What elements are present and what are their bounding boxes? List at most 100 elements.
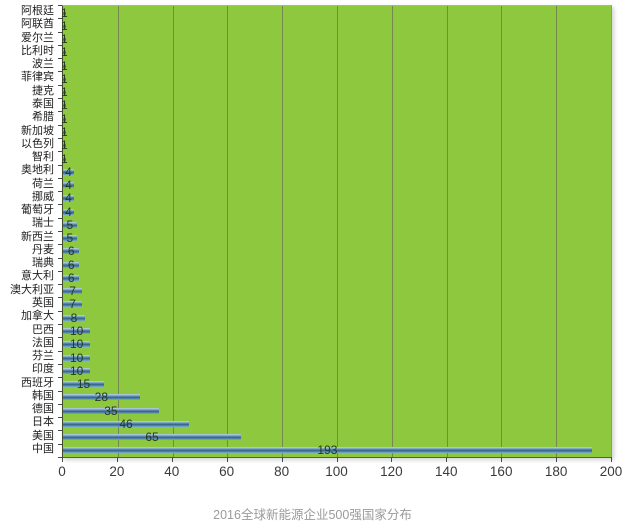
bar (63, 420, 190, 427)
bar (63, 314, 85, 321)
bar-row: 4 (63, 205, 611, 218)
value-label: 6 (67, 244, 75, 259)
bar-row: 35 (63, 404, 611, 417)
gridline-160 (501, 6, 503, 457)
category-label: 新西兰 (21, 230, 54, 243)
category-label: 泰国 (32, 97, 54, 110)
y-tick (58, 31, 62, 33)
y-tick (58, 124, 62, 126)
category-label: 菲律宾 (21, 71, 54, 84)
bar (63, 208, 74, 215)
bar (63, 36, 66, 43)
value-label: 1 (61, 85, 68, 100)
x-tick-label: 200 (599, 464, 623, 479)
bar (63, 235, 77, 242)
bar (63, 367, 91, 374)
bar-row: 1 (61, 99, 611, 112)
gridline-80 (282, 6, 284, 457)
category-label: 意大利 (21, 270, 54, 283)
y-tick (58, 430, 62, 432)
bar (63, 49, 66, 56)
category-label: 芬兰 (32, 350, 54, 363)
category-label: 阿根廷 (21, 5, 54, 18)
category-label: 瑞士 (32, 217, 54, 230)
bar (63, 62, 66, 69)
y-tick (58, 151, 62, 153)
y-tick (58, 284, 62, 286)
bar (63, 407, 159, 414)
x-tick (446, 457, 448, 462)
bar-row: 10 (63, 338, 611, 351)
category-label: 以色列 (21, 137, 54, 150)
x-tick (336, 457, 338, 462)
x-tick-label: 120 (380, 464, 403, 479)
category-label: 澳大利亚 (10, 283, 54, 296)
y-tick (58, 297, 62, 299)
bar (63, 434, 242, 441)
bar (63, 102, 66, 109)
y-tick (58, 231, 62, 232)
category-label: 比利时 (21, 44, 54, 57)
y-tick (58, 84, 62, 86)
category-label: 阿联酋 (21, 18, 54, 31)
category-label: 捷克 (32, 84, 54, 97)
value-label: 1 (61, 58, 68, 73)
y-tick (58, 217, 62, 219)
value-label: 4 (65, 178, 72, 193)
bar (63, 288, 83, 295)
x-tick (62, 457, 63, 462)
gridline-100 (337, 6, 338, 457)
bar (63, 354, 91, 361)
bar (63, 168, 74, 175)
category-label: 中国 (32, 442, 54, 455)
gridline-60 (227, 6, 229, 457)
bar (63, 89, 66, 96)
category-label: 西班牙 (21, 376, 54, 389)
bar (63, 142, 66, 149)
bar-row: 10 (63, 324, 611, 337)
category-label: 智利 (32, 151, 54, 164)
bar (63, 261, 80, 268)
bar (63, 394, 140, 401)
value-label: 6 (67, 257, 75, 272)
y-tick (58, 337, 62, 339)
bar-row: 1 (61, 152, 611, 165)
y-tick (58, 204, 62, 206)
bar (63, 182, 74, 189)
y-tick (58, 18, 62, 20)
y-tick (58, 350, 62, 352)
value-label: 1 (61, 138, 68, 153)
category-label: 法国 (32, 336, 54, 349)
bar-row: 28 (63, 391, 611, 404)
x-tick (281, 457, 283, 462)
bar-row: 193 (63, 444, 611, 457)
category-label: 新加坡 (21, 124, 54, 137)
bar (63, 75, 66, 82)
bar-rows: 1 1 1 1 1 1 1 1 1 1 1 1 4 4 4 4 5 5 6 6 6 7 7 8 10 10 10 10 15 28 35 46… (61, 6, 611, 457)
y-tick (58, 363, 62, 365)
x-tick-label: 80 (274, 464, 290, 479)
value-label: 7 (69, 297, 76, 312)
y-tick (58, 58, 62, 60)
bar-row: 1 (61, 46, 611, 59)
bar (63, 115, 66, 122)
value-label: 1 (61, 18, 68, 33)
category-label: 加拿大 (21, 310, 54, 323)
category-label: 德国 (32, 403, 54, 416)
x-tick-label: 100 (325, 464, 348, 479)
x-tick (116, 457, 118, 462)
value-label: 6 (67, 270, 75, 285)
bar-row: 10 (63, 364, 611, 377)
value-label: 10 (70, 337, 84, 352)
bar-row: 1 (61, 112, 611, 125)
category-label: 挪威 (32, 190, 54, 203)
category-label: 印度 (32, 363, 54, 376)
x-tick-label: 180 (544, 464, 568, 479)
value-label: 5 (66, 217, 74, 232)
bar-row: 4 (63, 178, 611, 191)
bar-row: 5 (63, 218, 611, 231)
value-label: 10 (70, 363, 84, 378)
gridline-180 (556, 6, 558, 457)
x-tick (226, 457, 228, 462)
